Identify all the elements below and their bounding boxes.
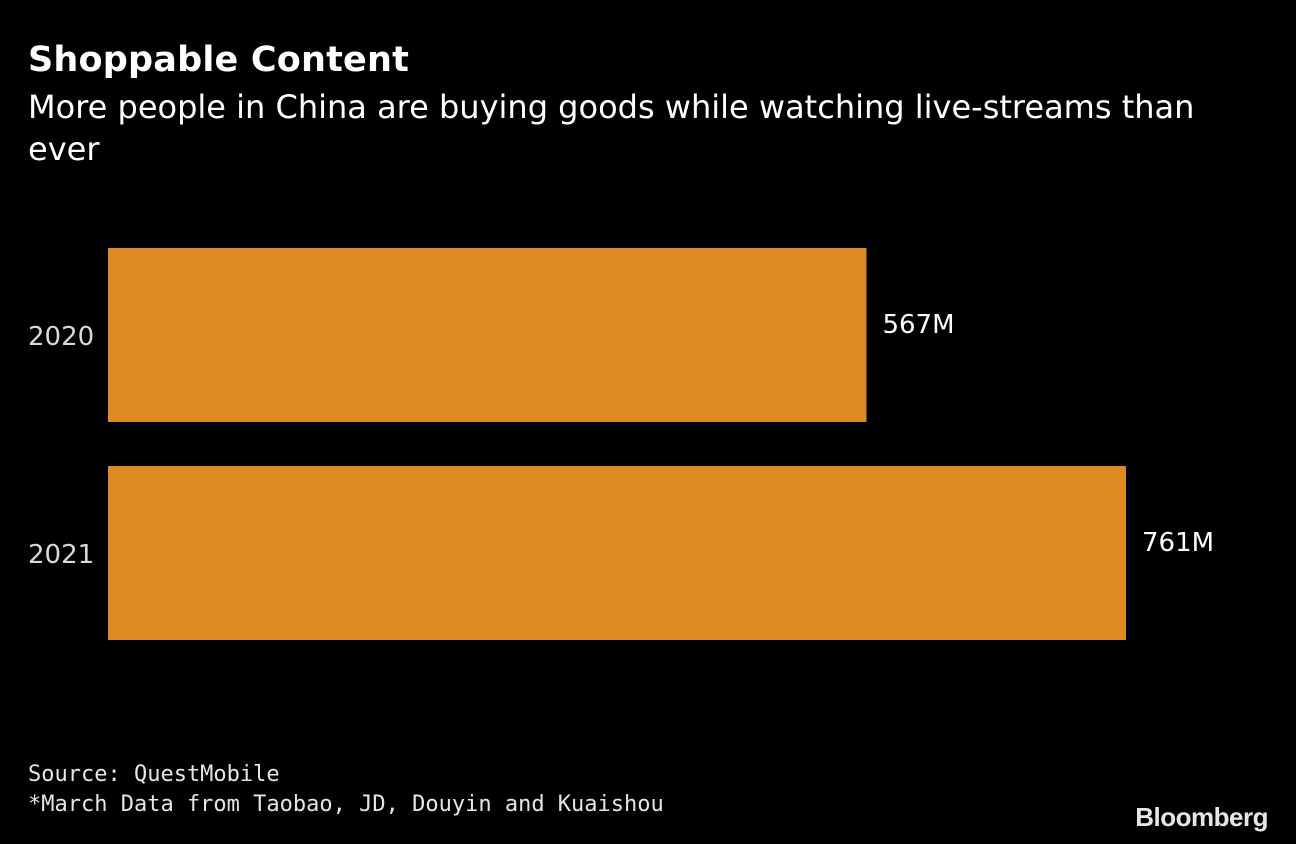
bloomberg-logo: Bloomberg [1135, 802, 1268, 832]
footnote: *March Data from Taobao, JD, Douyin and … [28, 792, 664, 817]
source-note: Source: QuestMobile [28, 762, 280, 787]
value-label-2021: 761M [1142, 528, 1214, 558]
chart-subtitle: More people in China are buying goods wh… [28, 88, 1195, 168]
value-label-2020: 567M [882, 310, 954, 340]
category-label-2020: 2020 [28, 322, 94, 352]
chart-title: Shoppable Content [28, 40, 410, 80]
bar-2020 [108, 248, 867, 422]
category-label-2021: 2021 [28, 540, 94, 570]
bar-2021 [108, 466, 1126, 640]
